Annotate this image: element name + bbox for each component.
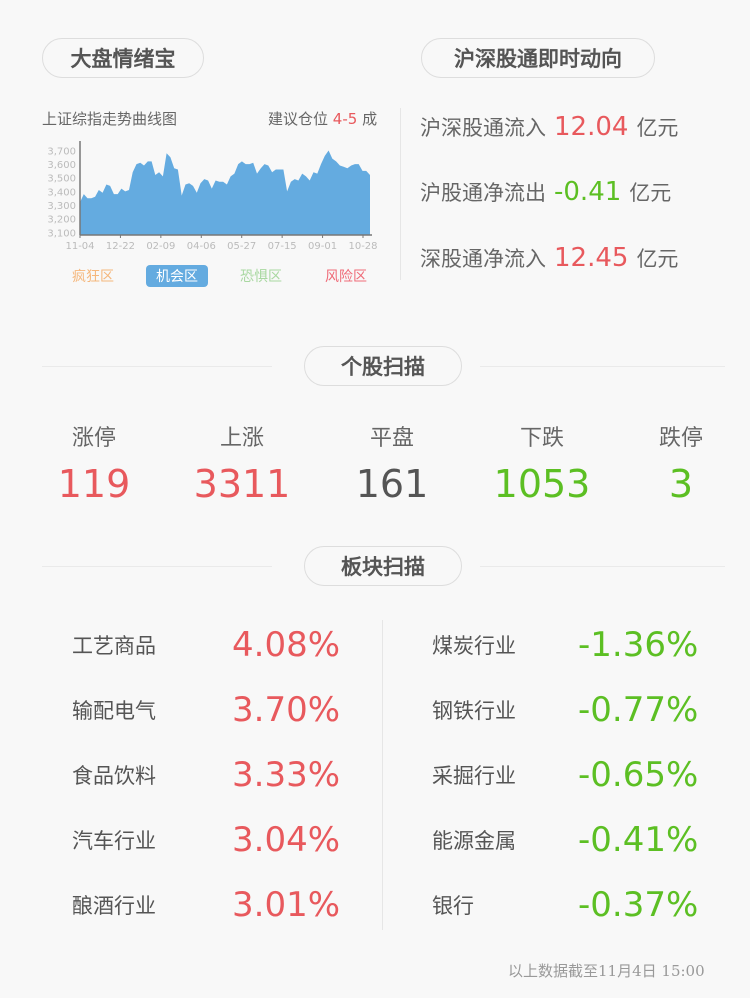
sector-change: -0.65% bbox=[578, 755, 699, 795]
section-title-sectors: 板块扫描 bbox=[304, 546, 462, 586]
flow-unit: 亿元 bbox=[636, 116, 679, 140]
index-area bbox=[80, 150, 370, 235]
stat-limit-up: 涨停 119 bbox=[34, 420, 154, 506]
divider bbox=[480, 366, 725, 367]
flow-value: 12.04 bbox=[554, 112, 629, 142]
sector-row: 银行 -0.37% bbox=[432, 885, 699, 925]
y-tick-label: 3,700 bbox=[47, 146, 76, 157]
zone-crazy: 疯狂区 bbox=[72, 269, 114, 285]
sector-change: 3.01% bbox=[232, 885, 341, 925]
stat-label: 上涨 bbox=[219, 426, 264, 451]
divider bbox=[42, 566, 272, 567]
chart-title: 上证综指走势曲线图 bbox=[42, 110, 178, 128]
x-tick-label: 11-04 bbox=[65, 241, 94, 252]
footer-note: 以上数据截至11月4日 15:00 bbox=[508, 962, 705, 980]
index-area-chart: 3,100 3,200 3,300 3,400 3,500 3,600 3,700 11-04… bbox=[47, 141, 378, 252]
flow-label: 沪股通净流出 bbox=[420, 181, 546, 205]
flow-row: 沪深股通流入 12.04 亿元 bbox=[420, 112, 678, 142]
sector-change: 4.08% bbox=[232, 625, 341, 665]
y-tick-label: 3,500 bbox=[47, 174, 76, 185]
sector-row: 钢铁行业 -0.77% bbox=[432, 690, 699, 730]
divider bbox=[42, 366, 272, 367]
flow-label: 深股通净流入 bbox=[420, 247, 546, 271]
position-suggestion: 建议仓位 4-5 成 bbox=[268, 108, 377, 129]
suggestion-suffix: 成 bbox=[362, 110, 378, 128]
sector-row: 采掘行业 -0.65% bbox=[432, 755, 699, 795]
zone-risk: 风险区 bbox=[325, 269, 367, 285]
stat-label: 跌停 bbox=[658, 426, 703, 451]
stat-flat: 平盘 161 bbox=[332, 420, 452, 506]
stat-up: 上涨 3311 bbox=[182, 420, 302, 506]
zone-legend: 疯狂区 机会区 恐惧区 风险区 bbox=[30, 265, 390, 288]
zone-opportunity: 机会区 bbox=[146, 265, 208, 287]
sector-name: 食品饮料 bbox=[72, 764, 156, 788]
stat-label: 平盘 bbox=[369, 426, 414, 451]
sector-name: 能源金属 bbox=[432, 829, 516, 853]
x-tick-label: 10-28 bbox=[348, 241, 377, 252]
flow-row: 沪股通净流出 -0.41 亿元 bbox=[420, 177, 671, 207]
sector-change: 3.04% bbox=[232, 820, 341, 860]
y-tick-label: 3,400 bbox=[47, 187, 76, 198]
suggestion-prefix: 建议仓位 bbox=[268, 110, 329, 128]
sector-change: -0.41% bbox=[578, 820, 699, 860]
flow-value: 12.45 bbox=[554, 243, 629, 273]
sector-row: 能源金属 -0.41% bbox=[432, 820, 699, 860]
flow-unit: 亿元 bbox=[629, 181, 672, 205]
sector-row: 工艺商品 4.08% bbox=[72, 625, 341, 665]
flow-value: -0.41 bbox=[554, 177, 622, 207]
x-tick-label: 05-27 bbox=[227, 241, 256, 252]
flow-row: 深股通净流入 12.45 亿元 bbox=[420, 243, 678, 273]
y-tick-label: 3,600 bbox=[47, 160, 76, 171]
sector-name: 采掘行业 bbox=[432, 764, 516, 788]
sector-name: 煤炭行业 bbox=[432, 634, 516, 658]
sector-name: 输配电气 bbox=[72, 699, 156, 723]
divider bbox=[400, 108, 401, 280]
x-tick-label: 12-22 bbox=[106, 241, 135, 252]
x-tick-label: 02-09 bbox=[146, 241, 175, 252]
stat-value: 3311 bbox=[193, 462, 291, 506]
x-tick-label: 07-15 bbox=[268, 241, 297, 252]
sector-row: 食品饮料 3.33% bbox=[72, 755, 341, 795]
sector-change: -0.77% bbox=[578, 690, 699, 730]
sector-name: 工艺商品 bbox=[72, 634, 156, 658]
sector-name: 酿酒行业 bbox=[72, 894, 156, 918]
stat-value: 161 bbox=[355, 462, 429, 506]
sector-name: 银行 bbox=[432, 894, 474, 918]
sector-name: 钢铁行业 bbox=[432, 699, 516, 723]
stat-value: 1053 bbox=[493, 462, 591, 506]
sector-row: 输配电气 3.70% bbox=[72, 690, 341, 730]
sector-row: 汽车行业 3.04% bbox=[72, 820, 341, 860]
y-tick-label: 3,200 bbox=[47, 215, 76, 226]
section-title-northbound: 沪深股通即时动向 bbox=[421, 38, 655, 78]
stat-label: 涨停 bbox=[71, 426, 116, 451]
x-tick-label: 09-01 bbox=[308, 241, 337, 252]
sector-name: 汽车行业 bbox=[72, 829, 156, 853]
zone-fear: 恐惧区 bbox=[240, 269, 282, 285]
stat-value: 119 bbox=[57, 462, 131, 506]
section-title-stocks: 个股扫描 bbox=[304, 346, 462, 386]
stat-down: 下跌 1053 bbox=[482, 420, 602, 506]
section-title-sentiment: 大盘情绪宝 bbox=[42, 38, 204, 78]
stat-value: 3 bbox=[668, 462, 694, 506]
sector-change: -0.37% bbox=[578, 885, 699, 925]
sector-row: 煤炭行业 -1.36% bbox=[432, 625, 699, 665]
y-tick-label: 3,100 bbox=[47, 228, 76, 239]
sector-change: 3.70% bbox=[232, 690, 341, 730]
suggestion-value: 4-5 bbox=[332, 110, 358, 128]
flow-label: 沪深股通流入 bbox=[420, 116, 546, 140]
y-tick-label: 3,300 bbox=[47, 201, 76, 212]
stat-limit-down: 跌停 3 bbox=[621, 420, 741, 506]
x-tick-label: 04-06 bbox=[187, 241, 216, 252]
flow-unit: 亿元 bbox=[636, 247, 679, 271]
sector-change: -1.36% bbox=[578, 625, 699, 665]
divider bbox=[382, 620, 383, 930]
sector-change: 3.33% bbox=[232, 755, 341, 795]
stat-label: 下跌 bbox=[519, 426, 564, 451]
divider bbox=[480, 566, 725, 567]
sector-row: 酿酒行业 3.01% bbox=[72, 885, 341, 925]
